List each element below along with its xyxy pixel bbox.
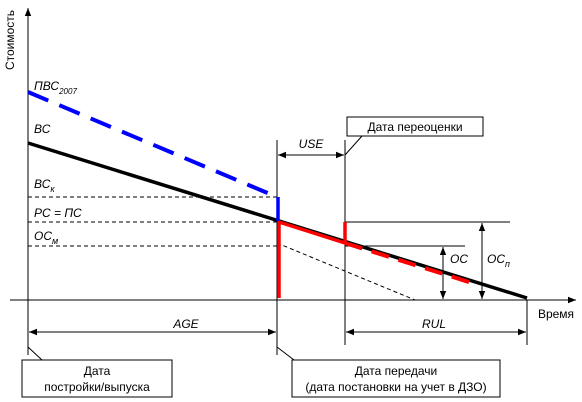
pvs-label: ПВС2007 xyxy=(34,79,77,96)
label-main: ПВС xyxy=(34,79,59,93)
label-sub: 2007 xyxy=(58,87,77,96)
leader xyxy=(344,135,363,156)
x-axis-label: Время xyxy=(538,307,574,321)
label-sub: м xyxy=(52,236,58,246)
label-sub: п xyxy=(505,259,510,269)
leader xyxy=(276,346,295,361)
label-main: ОС xyxy=(34,229,52,243)
callout-text: постройки/выпуска xyxy=(44,380,150,394)
label-main: ОС xyxy=(487,252,505,266)
callout-box xyxy=(291,359,501,398)
callout-box xyxy=(346,116,484,137)
callout-box xyxy=(21,359,173,398)
osm-label: ОСм xyxy=(34,229,58,246)
leader xyxy=(27,346,43,361)
callout-text: (дата постановки на учет в ДЗО) xyxy=(305,380,486,394)
rul-label: RUL xyxy=(422,317,446,331)
red-dashed xyxy=(344,241,473,285)
rs-ps-label: РС = ПС xyxy=(34,206,82,220)
label-main: ВС xyxy=(34,177,51,191)
label-sub: к xyxy=(50,184,55,194)
age-label: AGE xyxy=(172,317,199,331)
y-axis-label: Стоимость xyxy=(3,10,17,70)
vs-label: ВС xyxy=(34,122,51,136)
red-line xyxy=(278,220,347,246)
depreciation-dashed xyxy=(276,242,416,301)
callout-text: Дата переоценки xyxy=(367,120,462,134)
callout-text: Дата xyxy=(84,364,111,378)
os-label: ОС xyxy=(450,252,468,266)
osp-label: ОСп xyxy=(487,252,510,269)
vsk-label: ВСк xyxy=(34,177,55,194)
use-label: USE xyxy=(299,137,325,151)
pvs-line xyxy=(27,90,278,199)
callout-text: Дата передачи xyxy=(355,364,438,378)
